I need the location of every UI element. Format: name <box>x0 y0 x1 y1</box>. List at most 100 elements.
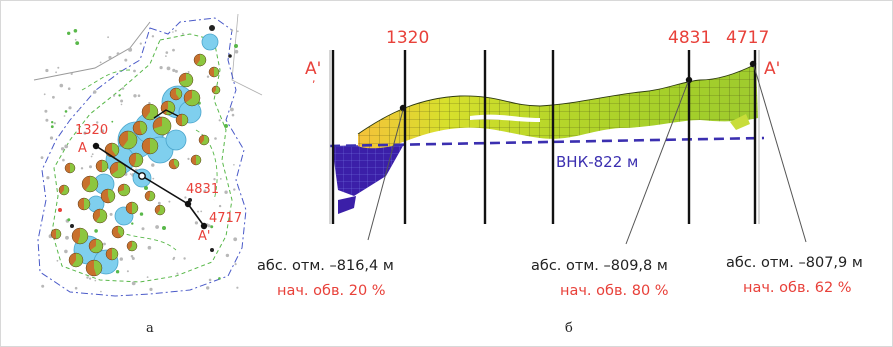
background-well-dot <box>151 163 155 167</box>
background-well-dot <box>56 259 59 262</box>
section-well-4831: 4831 <box>668 28 711 48</box>
background-well-dot <box>128 47 133 52</box>
background-well-dot <box>108 55 112 60</box>
background-well-dot <box>62 158 65 162</box>
background-well-dot <box>64 249 68 254</box>
background-well-dot <box>49 136 54 140</box>
background-well-dot <box>165 51 169 54</box>
well-pie-31 <box>154 204 166 216</box>
well-pie-32 <box>125 201 139 215</box>
watercut-4717: нач. обв. 62 % <box>743 280 852 296</box>
background-well-dot <box>149 287 153 291</box>
background-well-dot <box>146 276 149 278</box>
depth-4831: абс. отм. –809,8 м <box>531 258 668 274</box>
caption-b: б <box>565 321 573 336</box>
background-well-dot <box>181 32 184 35</box>
background-well-dot <box>218 277 221 280</box>
section-marker-4831 <box>685 76 693 84</box>
background-well-dot <box>159 66 163 70</box>
well-markers <box>58 25 238 252</box>
well-pie-14 <box>109 161 127 179</box>
background-well-dot <box>64 144 69 149</box>
background-well-dot <box>210 225 214 229</box>
background-well-dot <box>57 66 60 69</box>
background-well-dot <box>172 257 175 261</box>
background-well-dot <box>234 49 239 54</box>
well-pie-2 <box>208 66 220 78</box>
background-well-dot <box>67 218 71 222</box>
leader-lines <box>367 65 807 245</box>
background-well-dot <box>113 94 116 97</box>
owc-line <box>329 136 765 148</box>
background-well-dot <box>183 257 186 260</box>
background-well-dot <box>148 101 151 105</box>
map-label-a-end: A' <box>198 229 210 244</box>
well-pie-26 <box>68 252 84 268</box>
well-pie-17 <box>81 175 99 193</box>
background-well-dot <box>172 68 176 72</box>
background-well-dot <box>187 157 190 160</box>
well-pie-9 <box>152 116 172 136</box>
background-well-dot <box>213 178 216 181</box>
well-pie-37 <box>50 228 62 240</box>
background-well-dot <box>200 210 203 213</box>
well-pie-4 <box>169 87 183 101</box>
section-label-a-start: A' <box>305 59 321 79</box>
background-well-dot <box>225 253 230 258</box>
background-well-dot <box>116 52 120 56</box>
background-well-dot <box>131 257 135 260</box>
background-well-dot <box>120 103 123 106</box>
background-well-dot <box>45 118 49 122</box>
map-label-4831: 4831 <box>186 182 219 197</box>
background-well-dot <box>60 147 65 151</box>
background-well-dot <box>236 286 239 289</box>
panel-a-map <box>30 14 263 299</box>
background-well-dot <box>67 87 71 90</box>
background-well-dot <box>133 69 136 73</box>
background-well-dot <box>233 164 235 166</box>
background-well-dot <box>206 286 210 290</box>
water-lens <box>338 196 356 214</box>
background-well-dot <box>207 224 211 228</box>
profile-line <box>95 145 205 227</box>
background-well-dot <box>126 270 129 273</box>
background-well-dot <box>94 279 97 282</box>
background-well-dot <box>51 121 54 124</box>
background-well-dot <box>46 176 50 180</box>
well-pie-24 <box>88 238 104 254</box>
map-label-1320: 1320 <box>75 123 108 138</box>
background-well-dot <box>194 221 198 225</box>
well-pie-34 <box>198 134 210 146</box>
background-well-dot <box>55 71 57 74</box>
caption-a: а <box>146 321 154 336</box>
background-well-dot <box>91 153 94 156</box>
background-well-dot <box>121 87 125 90</box>
background-well-dot <box>94 229 98 233</box>
map-label-a-start: A <box>78 141 87 156</box>
well-pie-13 <box>104 142 120 158</box>
well-pie-5 <box>183 89 201 107</box>
well-pie-15 <box>128 152 144 168</box>
well-pie-28 <box>58 184 70 196</box>
background-well-dot <box>73 29 78 33</box>
background-well-dot <box>203 189 207 193</box>
well-pie-10 <box>132 120 148 136</box>
background-well-dot <box>141 227 145 231</box>
section-label-a-end: A' <box>764 59 780 79</box>
well-pie-35 <box>190 154 202 166</box>
well-pie-25 <box>105 247 119 261</box>
well-pie-29 <box>64 162 76 174</box>
background-well-dot <box>129 173 132 175</box>
background-well-dot <box>80 167 84 170</box>
well-pie-36 <box>211 85 221 95</box>
background-well-dot <box>184 196 187 199</box>
background-well-dot <box>166 66 171 71</box>
background-well-dot <box>119 257 124 261</box>
background-well-dot <box>115 270 120 274</box>
well-pie-18 <box>100 188 116 204</box>
background-well-dot <box>139 42 142 45</box>
background-well-dot <box>100 290 102 293</box>
background-well-dot <box>174 69 178 73</box>
background-well-dot <box>208 278 212 282</box>
well-pie-38 <box>126 240 138 252</box>
